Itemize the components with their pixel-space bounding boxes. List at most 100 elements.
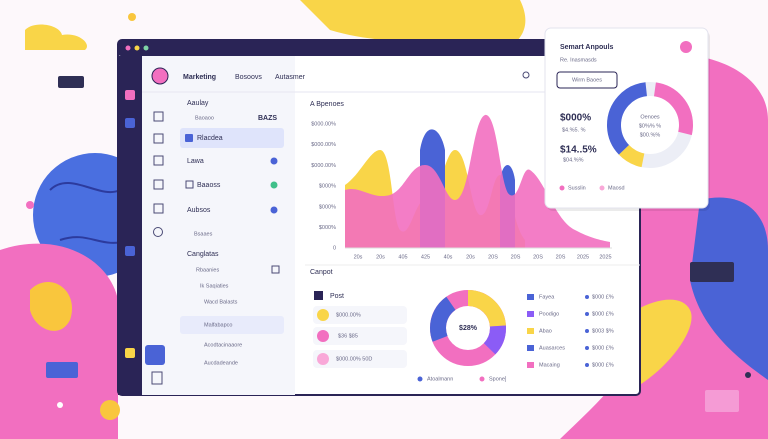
legend-value: $000 £% <box>592 294 614 300</box>
stat: $14..5% <box>560 145 597 156</box>
decoration <box>430 290 506 366</box>
post-title: Post <box>330 293 344 300</box>
donut-label: $28% <box>459 325 478 332</box>
decoration <box>125 45 131 51</box>
decoration <box>680 41 692 53</box>
button-label[interactable]: Wirm Baoes <box>572 77 602 83</box>
legend-label: Maosd <box>608 185 625 191</box>
sub-item[interactable]: Rbaanies <box>196 267 219 273</box>
menu-item[interactable]: Aubsos <box>187 207 211 214</box>
decoration: $000.00% $000.00% $000.00% $000% $000% $000% 0 <box>311 121 336 251</box>
menu-item[interactable]: Rlacdea <box>197 135 223 142</box>
nav-link[interactable]: Autasmer <box>275 74 306 81</box>
x-tick-label: 20S <box>511 254 521 260</box>
active-row[interactable] <box>180 128 284 148</box>
button[interactable] <box>556 71 618 89</box>
y-tick-label: 0 <box>333 246 336 252</box>
decoration <box>58 76 84 88</box>
x-tick-label: 20S <box>556 254 566 260</box>
section-title: Canglatas <box>187 251 219 258</box>
decoration <box>270 181 278 189</box>
decoration <box>314 291 323 300</box>
stat-sub: $4.%5. % <box>562 127 586 133</box>
legend-swatch <box>527 362 534 368</box>
decoration <box>100 400 120 420</box>
legend-label: Abao <box>539 328 552 334</box>
decoration: 20s 20s 405 425 40s 20s 20S 20S 20S 20S 2025 2025 <box>354 254 612 260</box>
area-chart: A Bpenoes $000.00%$000.00%$000.00%$000%$… <box>310 101 612 260</box>
sub-item[interactable]: Acodtacinaaore <box>204 342 242 348</box>
decoration <box>705 390 739 412</box>
y-tick-label: $000.00% <box>311 142 336 148</box>
menu-item[interactable]: Bsaaes <box>194 231 213 237</box>
active-row[interactable] <box>180 316 284 334</box>
decoration <box>317 330 329 342</box>
sub-item[interactable]: Ik Saqiaties <box>200 283 229 289</box>
decoration <box>317 309 329 321</box>
decoration <box>185 180 194 189</box>
decoration <box>430 290 506 366</box>
nav-title[interactable]: Marketing <box>183 74 216 81</box>
menu-item[interactable]: Lawa <box>187 158 204 165</box>
legend-swatch <box>527 345 534 351</box>
decoration <box>745 372 751 378</box>
x-tick-label: 20s <box>376 254 385 260</box>
y-tick-label: $000% <box>319 204 336 210</box>
decoration <box>690 197 768 380</box>
decoration <box>522 71 530 79</box>
stat-sub: $04.%% <box>563 157 584 163</box>
decoration <box>345 114 610 248</box>
decoration <box>143 45 149 51</box>
chart-title: A Bpenoes <box>310 101 344 108</box>
card-subtitle: Re. Inasmasds <box>560 57 597 63</box>
decoration <box>145 345 165 365</box>
section-title: Canpot <box>310 269 333 276</box>
decoration <box>270 157 278 165</box>
decoration <box>430 290 506 366</box>
decoration <box>430 290 506 366</box>
decoration <box>271 265 280 274</box>
card-title: Semart Anpouls <box>560 44 614 51</box>
decoration <box>313 350 407 368</box>
x-tick-label: 425 <box>421 254 430 260</box>
decoration <box>118 40 640 56</box>
decoration <box>30 281 72 331</box>
sidebar: Aaulay Baoaoo BAZS Rlacdea Lawa Baaoss A… <box>145 100 284 385</box>
bottom-panel: Canpot Post $000.00% $36 $85 $000.00% 50… <box>305 264 640 382</box>
legend-swatch <box>527 311 534 317</box>
decoration <box>125 246 135 256</box>
decoration <box>417 376 423 382</box>
sidebar-heading: Aaulay <box>187 100 209 107</box>
menu-item[interactable]: Baaoss <box>197 182 221 189</box>
decoration <box>153 155 164 166</box>
decoration <box>0 243 118 439</box>
decoration <box>57 402 63 408</box>
decoration <box>479 376 485 382</box>
legend-dot <box>585 329 589 333</box>
decoration <box>599 185 605 191</box>
sidebar-sub: Baoaoo <box>195 115 214 121</box>
sub-item[interactable]: Aucdadeande <box>204 360 238 366</box>
decoration: Fayea $000 £% Poodigo $000 £% Abao $003 $% Aua… <box>527 294 614 368</box>
sub-item[interactable]: Wacd Balasts <box>204 299 238 305</box>
decoration <box>26 201 34 209</box>
decoration <box>125 348 135 358</box>
decoration <box>128 13 136 21</box>
card-text: $36 $85 <box>338 333 358 339</box>
decoration <box>559 185 565 191</box>
decoration <box>153 227 163 237</box>
decoration <box>46 362 78 378</box>
legend-label: Auasarces <box>539 345 565 351</box>
decoration <box>151 371 163 385</box>
sub-item[interactable]: Malfabapco <box>204 322 232 328</box>
y-tick-label: $000% <box>319 184 336 190</box>
badge: BAZS <box>258 115 277 122</box>
legend-label: Susslin <box>568 185 586 191</box>
card-text: $000.00% 50D <box>336 356 372 362</box>
legend-swatch <box>527 294 534 300</box>
nav-link[interactable]: Bosoovs <box>235 74 262 81</box>
legend-label: Poodigo <box>539 311 559 317</box>
decoration <box>607 82 693 168</box>
legend-label: Macaing <box>539 362 560 368</box>
